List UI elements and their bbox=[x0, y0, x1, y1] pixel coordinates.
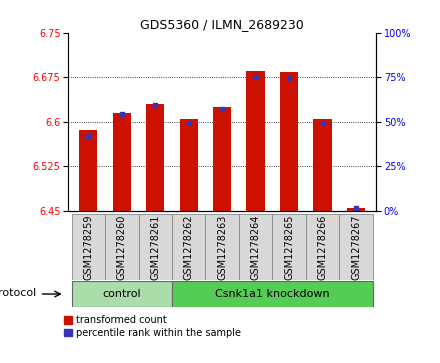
Bar bbox=[313, 119, 332, 211]
Text: control: control bbox=[103, 289, 141, 299]
Bar bbox=[146, 104, 165, 211]
Text: GSM1278260: GSM1278260 bbox=[117, 214, 127, 280]
Bar bbox=[347, 208, 365, 211]
Text: Csnk1a1 knockdown: Csnk1a1 knockdown bbox=[215, 289, 330, 299]
Legend: transformed count, percentile rank within the sample: transformed count, percentile rank withi… bbox=[64, 315, 241, 338]
FancyBboxPatch shape bbox=[105, 214, 139, 280]
Text: GSM1278261: GSM1278261 bbox=[150, 214, 160, 280]
Bar bbox=[280, 72, 298, 211]
FancyBboxPatch shape bbox=[205, 214, 239, 280]
Text: GSM1278264: GSM1278264 bbox=[251, 214, 260, 280]
FancyBboxPatch shape bbox=[172, 281, 373, 307]
Bar bbox=[79, 131, 98, 211]
FancyBboxPatch shape bbox=[239, 214, 272, 280]
Text: GSM1278263: GSM1278263 bbox=[217, 214, 227, 280]
Text: GSM1278266: GSM1278266 bbox=[318, 214, 328, 280]
Text: protocol: protocol bbox=[0, 288, 36, 298]
FancyBboxPatch shape bbox=[172, 214, 205, 280]
FancyBboxPatch shape bbox=[139, 214, 172, 280]
Bar bbox=[213, 107, 231, 211]
Title: GDS5360 / ILMN_2689230: GDS5360 / ILMN_2689230 bbox=[140, 19, 304, 32]
FancyBboxPatch shape bbox=[306, 214, 339, 280]
FancyBboxPatch shape bbox=[72, 214, 105, 280]
Bar bbox=[113, 113, 131, 211]
Text: GSM1278259: GSM1278259 bbox=[83, 214, 93, 280]
FancyBboxPatch shape bbox=[72, 281, 172, 307]
Text: GSM1278265: GSM1278265 bbox=[284, 214, 294, 280]
Bar bbox=[180, 119, 198, 211]
Bar bbox=[246, 71, 265, 211]
FancyBboxPatch shape bbox=[272, 214, 306, 280]
Text: GSM1278262: GSM1278262 bbox=[184, 214, 194, 280]
FancyBboxPatch shape bbox=[339, 214, 373, 280]
Text: GSM1278267: GSM1278267 bbox=[351, 214, 361, 280]
